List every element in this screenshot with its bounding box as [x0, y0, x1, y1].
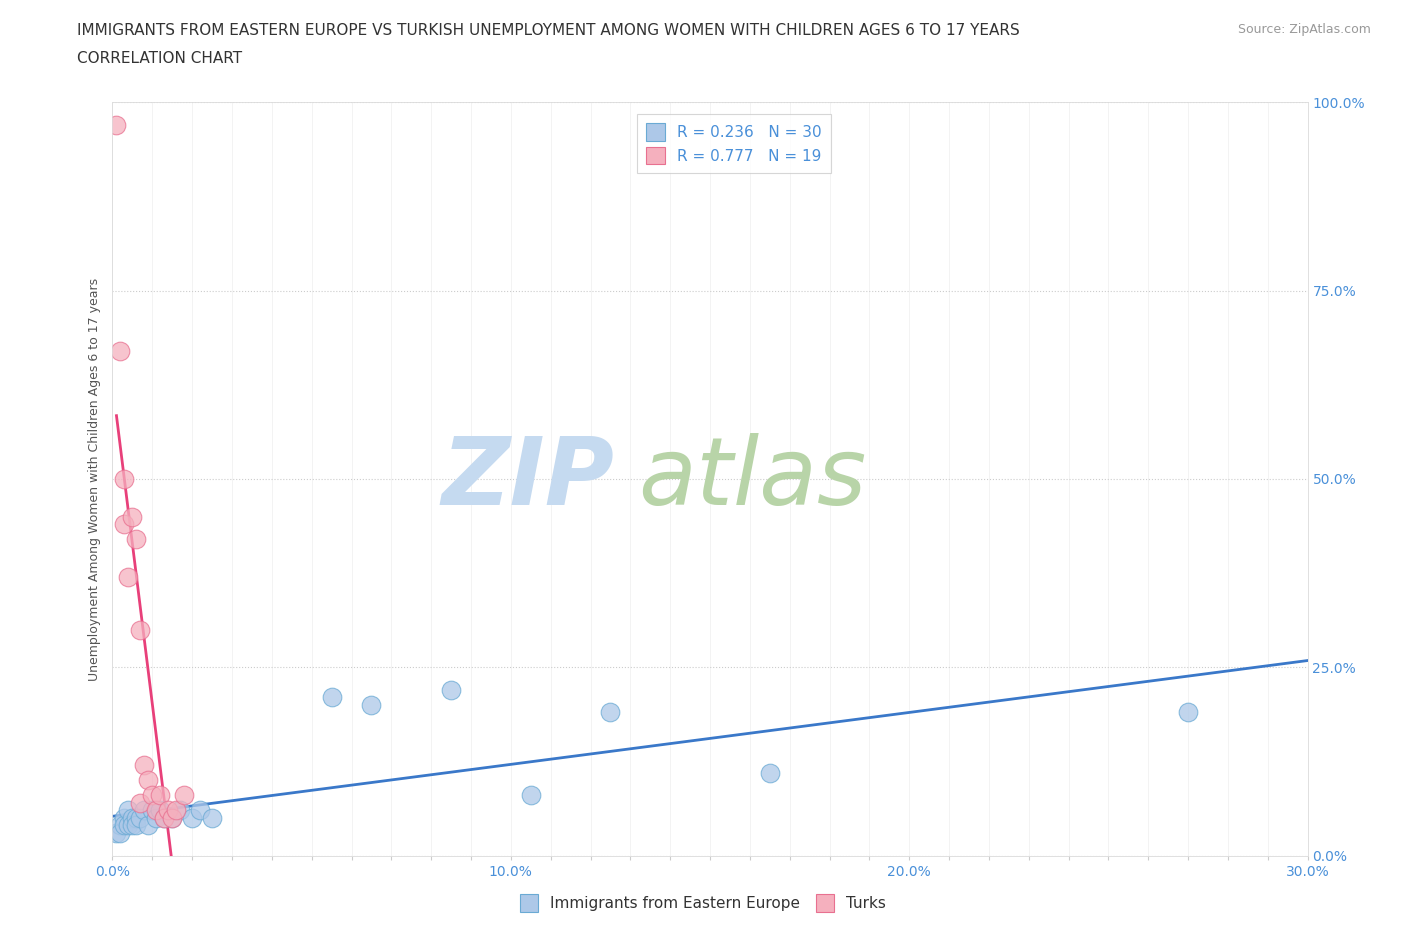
Point	[134, 803, 156, 817]
Point	[149, 803, 172, 817]
Point	[114, 472, 135, 486]
Point	[321, 690, 343, 705]
Point	[121, 818, 143, 833]
Point	[520, 788, 543, 803]
Point	[114, 517, 135, 532]
Point	[110, 343, 132, 358]
Point	[153, 811, 176, 826]
Point	[121, 811, 143, 826]
Point	[125, 811, 148, 826]
Point	[134, 758, 156, 773]
Point	[110, 818, 132, 833]
Point	[759, 765, 782, 780]
Point	[117, 569, 139, 584]
Text: IMMIGRANTS FROM EASTERN EUROPE VS TURKISH UNEMPLOYMENT AMONG WOMEN WITH CHILDREN: IMMIGRANTS FROM EASTERN EUROPE VS TURKIS…	[77, 23, 1021, 38]
Point	[165, 803, 187, 817]
Point	[125, 818, 148, 833]
Point	[153, 811, 176, 826]
Text: atlas: atlas	[638, 433, 866, 525]
Point	[129, 622, 152, 637]
Point	[181, 811, 204, 826]
Point	[105, 117, 128, 132]
Point	[599, 705, 621, 720]
Point	[1177, 705, 1199, 720]
Point	[138, 773, 160, 788]
Point	[105, 826, 128, 841]
Point	[141, 803, 163, 817]
Point	[117, 803, 139, 817]
Point	[157, 803, 180, 817]
Point	[145, 811, 167, 826]
Point	[129, 795, 152, 810]
Point	[162, 811, 183, 826]
Point	[440, 683, 463, 698]
Point	[173, 788, 195, 803]
Text: CORRELATION CHART: CORRELATION CHART	[77, 51, 242, 66]
Point	[141, 788, 163, 803]
Point	[117, 818, 139, 833]
Point	[360, 698, 382, 712]
Point	[125, 532, 148, 547]
Legend: R = 0.236   N = 30, R = 0.777   N = 19: R = 0.236 N = 30, R = 0.777 N = 19	[637, 113, 831, 173]
Point	[145, 803, 167, 817]
Point	[114, 818, 135, 833]
Point	[110, 826, 132, 841]
Text: Source: ZipAtlas.com: Source: ZipAtlas.com	[1237, 23, 1371, 36]
Point	[114, 811, 135, 826]
Point	[129, 811, 152, 826]
Legend: Immigrants from Eastern Europe, Turks: Immigrants from Eastern Europe, Turks	[513, 888, 893, 918]
Text: ZIP: ZIP	[441, 433, 614, 525]
Point	[138, 818, 160, 833]
Point	[149, 788, 172, 803]
Y-axis label: Unemployment Among Women with Children Ages 6 to 17 years: Unemployment Among Women with Children A…	[87, 277, 101, 681]
Point	[169, 803, 191, 817]
Point	[188, 803, 211, 817]
Point	[201, 811, 224, 826]
Point	[162, 811, 183, 826]
Point	[121, 510, 143, 525]
